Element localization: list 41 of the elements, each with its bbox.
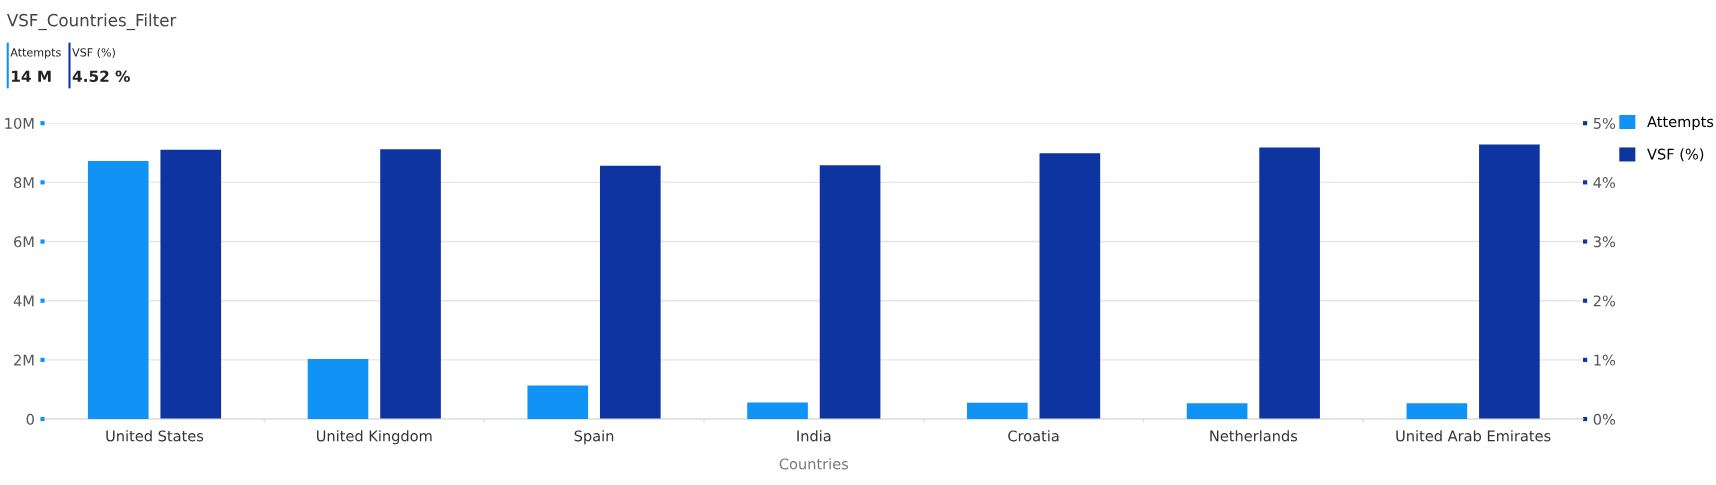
x-tick-label: United Arab Emirates [1396,430,1551,442]
x-tick-label: India [797,430,831,442]
y-tick-label: 8M [14,177,34,189]
y-tick-label: 0 [26,413,34,425]
y2-tick-label: 5% [1593,117,1616,129]
x-axis-title: Countries [779,458,849,470]
bar [87,161,149,420]
bar [1259,147,1320,420]
y-tick-label: 4M [13,295,34,307]
x-tick-label: Croatia [1008,430,1059,442]
bar [380,149,441,420]
y2-tick-label: 3% [1593,236,1616,248]
bar [747,402,808,420]
y2-tick-label: 1% [1594,354,1616,366]
y2-tick-label: 4% [1593,177,1616,189]
bar [1186,403,1248,420]
bar [1406,403,1468,420]
text: 14 M [12,70,51,82]
y-tick-label: 10M [5,117,34,129]
legend-label: Attempts [1647,116,1714,130]
text: Attempts [10,48,61,59]
bar [1479,144,1540,420]
x-tick-label: United States [106,430,204,442]
bar [819,165,881,420]
bar [1039,153,1101,420]
legend-label: VSF (%) [1647,148,1704,162]
text: 4.52 % [72,70,130,83]
y2-tick-label: 2% [1593,295,1616,307]
x-tick-label: Netherlands [1210,430,1298,442]
y2-tick-label: 0% [1593,413,1616,425]
bar [599,165,661,420]
chart-title: VSF_Countries_Filter [6,13,177,31]
x-tick-label: Spain [574,430,614,445]
y-tick-label: 2M [14,354,34,366]
bar [307,358,369,420]
text: VSF (%) [72,47,115,58]
y-tick-label: 6M [14,236,34,248]
bar [160,149,222,420]
bar [966,402,1028,420]
x-tick-label: United Kingdom [317,430,432,445]
bar [527,385,589,420]
